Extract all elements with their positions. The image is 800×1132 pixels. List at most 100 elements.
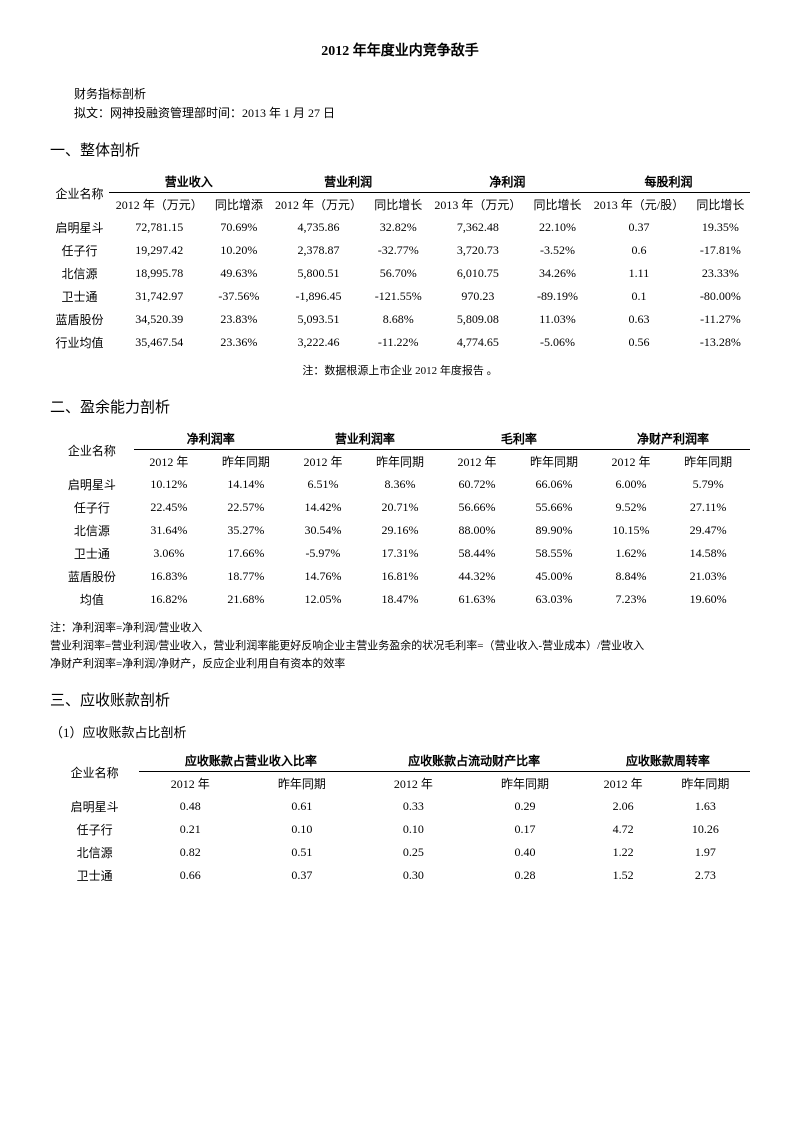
cell-value: 55.66%: [512, 496, 596, 519]
cell-value: 35,467.54: [109, 331, 209, 354]
cell-value: 18.47%: [358, 588, 442, 611]
cell-name: 任子行: [50, 239, 109, 262]
cell-value: 63.03%: [512, 588, 596, 611]
section-3-heading: 三、应收账款剖析: [50, 689, 750, 710]
cell-value: 8.36%: [358, 473, 442, 496]
col-c1: 2013 年（万元）: [428, 193, 528, 217]
cell-value: 10.12%: [134, 473, 204, 496]
cell-value: -11.27%: [691, 308, 750, 331]
cell-value: 0.17: [464, 818, 585, 841]
cell-value: 2,378.87: [268, 239, 368, 262]
col-company: 企业名称: [50, 170, 109, 216]
cell-value: 19.35%: [691, 216, 750, 239]
cell-value: 4,774.65: [428, 331, 528, 354]
cell-name: 行业均值: [50, 331, 109, 354]
cell-value: 9.52%: [596, 496, 666, 519]
cell-value: 0.30: [363, 864, 465, 887]
table-row: 均值16.82%21.68%12.05%18.47%61.63%63.03%7.…: [50, 588, 750, 611]
cell-value: -17.81%: [691, 239, 750, 262]
cell-value: 5,093.51: [268, 308, 368, 331]
cell-value: -80.00%: [691, 285, 750, 308]
table-row: 任子行0.210.100.100.174.7210.26: [50, 818, 750, 841]
cell-value: -89.19%: [528, 285, 587, 308]
cell-value: 17.31%: [358, 542, 442, 565]
cell-value: 0.10: [241, 818, 362, 841]
cell-value: 23.33%: [691, 262, 750, 285]
cell-value: 22.45%: [134, 496, 204, 519]
cell-value: 34.26%: [528, 262, 587, 285]
cell-value: 0.25: [363, 841, 465, 864]
table-1: 企业名称 营业收入 营业利润 净利润 每股利润 2012 年（万元） 同比增添 …: [50, 170, 750, 354]
cell-name: 卫士通: [50, 864, 139, 887]
cell-value: 6.00%: [596, 473, 666, 496]
col-y: 2012 年: [586, 772, 661, 796]
col-p: 昨年同期: [464, 772, 585, 796]
cell-value: 0.29: [464, 795, 585, 818]
col-y: 2012 年: [442, 450, 512, 474]
group-gross-margin: 毛利率: [442, 427, 596, 450]
cell-value: 14.42%: [288, 496, 358, 519]
cell-value: 0.6: [587, 239, 691, 262]
cell-name: 卫士通: [50, 285, 109, 308]
cell-name: 北信源: [50, 262, 109, 285]
cell-value: 3,222.46: [268, 331, 368, 354]
cell-value: 0.40: [464, 841, 585, 864]
cell-value: 10.26: [661, 818, 750, 841]
cell-value: 22.10%: [528, 216, 587, 239]
cell-value: 3,720.73: [428, 239, 528, 262]
cell-value: 0.28: [464, 864, 585, 887]
cell-value: 22.57%: [204, 496, 288, 519]
table-row: 卫士通0.660.370.300.281.522.73: [50, 864, 750, 887]
cell-value: 16.81%: [358, 565, 442, 588]
table-row: 任子行22.45%22.57%14.42%20.71%56.66%55.66%9…: [50, 496, 750, 519]
cell-value: 16.83%: [134, 565, 204, 588]
group-eps: 每股利润: [587, 170, 750, 193]
note-1: 注：净利润率=净利润/营业收入: [50, 619, 750, 635]
cell-value: 27.11%: [666, 496, 750, 519]
cell-value: 1.63: [661, 795, 750, 818]
col-y: 2012 年: [596, 450, 666, 474]
section-1-heading: 一、整体剖析: [50, 139, 750, 160]
cell-value: 44.32%: [442, 565, 512, 588]
group-ar-asset: 应收账款占流动财产比率: [363, 749, 586, 772]
cell-value: 19.60%: [666, 588, 750, 611]
col-d2: 同比增长: [691, 193, 750, 217]
cell-value: 21.68%: [204, 588, 288, 611]
table-row: 卫士通31,742.97-37.56%-1,896.45-121.55%970.…: [50, 285, 750, 308]
cell-value: 89.90%: [512, 519, 596, 542]
group-revenue: 营业收入: [109, 170, 268, 193]
group-net-margin: 净利润率: [134, 427, 288, 450]
cell-value: 1.62%: [596, 542, 666, 565]
cell-name: 启明星斗: [50, 473, 134, 496]
cell-value: 14.76%: [288, 565, 358, 588]
cell-value: 10.15%: [596, 519, 666, 542]
table-row: 启明星斗10.12%14.14%6.51%8.36%60.72%66.06%6.…: [50, 473, 750, 496]
cell-name: 任子行: [50, 818, 139, 841]
table-row: 北信源0.820.510.250.401.221.97: [50, 841, 750, 864]
cell-value: 66.06%: [512, 473, 596, 496]
cell-value: 23.83%: [209, 308, 268, 331]
cell-value: 18.77%: [204, 565, 288, 588]
cell-value: 5.79%: [666, 473, 750, 496]
cell-value: 0.56: [587, 331, 691, 354]
cell-value: 970.23: [428, 285, 528, 308]
cell-value: 12.05%: [288, 588, 358, 611]
cell-value: 1.22: [586, 841, 661, 864]
cell-value: 17.66%: [204, 542, 288, 565]
table-row: 蓝盾股份34,520.3923.83%5,093.518.68%5,809.08…: [50, 308, 750, 331]
cell-value: 0.10: [363, 818, 465, 841]
group-op-profit: 营业利润: [268, 170, 427, 193]
cell-value: 7.23%: [596, 588, 666, 611]
cell-value: 5,809.08: [428, 308, 528, 331]
col-p: 昨年同期: [358, 450, 442, 474]
cell-value: 4.72: [586, 818, 661, 841]
cell-value: 16.82%: [134, 588, 204, 611]
cell-value: 58.55%: [512, 542, 596, 565]
cell-value: 3.06%: [134, 542, 204, 565]
col-company: 企业名称: [50, 427, 134, 473]
cell-value: 56.66%: [442, 496, 512, 519]
table-row: 行业均值35,467.5423.36%3,222.46-11.22%4,774.…: [50, 331, 750, 354]
cell-value: -11.22%: [369, 331, 428, 354]
table-row: 任子行19,297.4210.20%2,378.87-32.77%3,720.7…: [50, 239, 750, 262]
cell-name: 启明星斗: [50, 795, 139, 818]
